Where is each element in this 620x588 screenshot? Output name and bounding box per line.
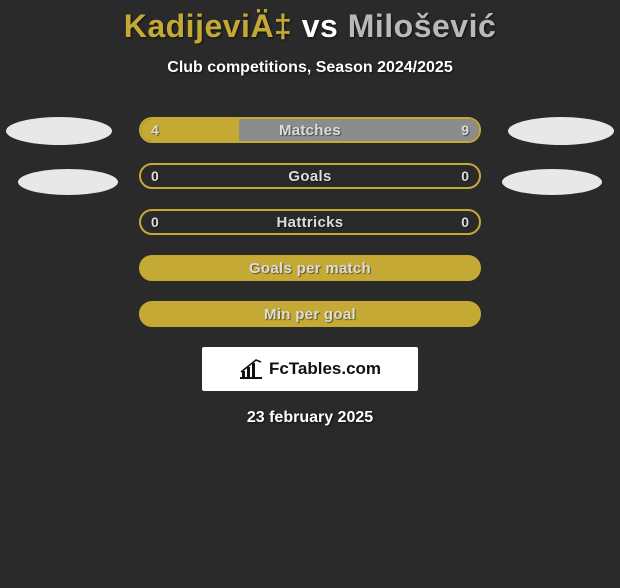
comparison-title: KadijeviÄ‡ vs Milošević [0,8,620,45]
player1-photo-placeholder-top [6,117,112,145]
stat-bar: 00Goals [139,163,481,189]
stat-bars: 49Matches 00Goals 00Hattricks Goals per mat… [139,117,481,327]
stat-label: Goals per match [141,257,479,279]
snapshot-date: 23 february 2025 [0,409,620,427]
stat-bar: 49Matches [139,117,481,143]
player2-photo-placeholder-top [508,117,614,145]
stat-label: Min per goal [141,303,479,325]
subtitle: Club competitions, Season 2024/2025 [0,59,620,77]
stat-bar: Goals per match [139,255,481,281]
comparison-body: 49Matches 00Goals 00Hattricks Goals per mat… [0,117,620,427]
player2-photo-placeholder-bottom [502,169,602,195]
stat-label: Hattricks [141,211,479,233]
player1-photo-placeholder-bottom [18,169,118,195]
attribution-text: FcTables.com [269,359,381,379]
player1-name: KadijeviÄ‡ [124,8,293,44]
player2-name: Milošević [348,8,497,44]
stat-bar: 00Hattricks [139,209,481,235]
attribution-badge: FcTables.com [202,347,418,391]
stat-label: Matches [141,119,479,141]
stat-bar: Min per goal [139,301,481,327]
stat-label: Goals [141,165,479,187]
bar-chart-icon [239,359,263,379]
vs-label: vs [302,8,339,44]
